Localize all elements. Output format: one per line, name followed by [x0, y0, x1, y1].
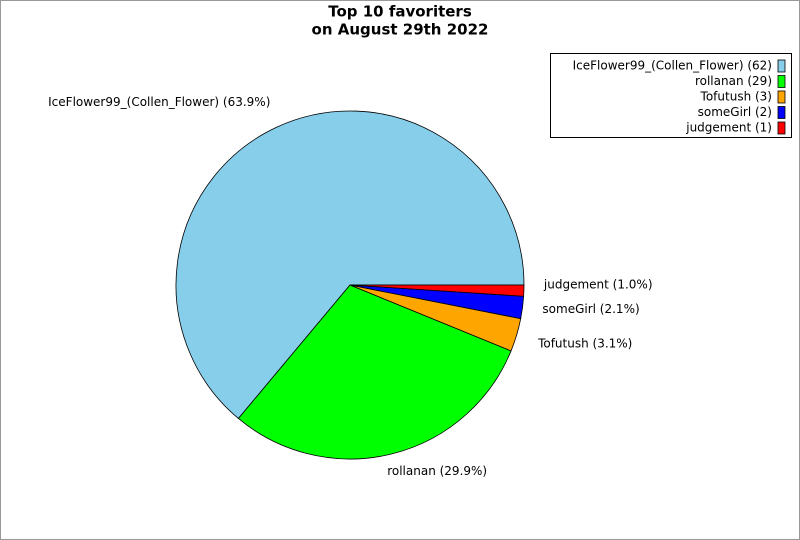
legend-swatch [777, 90, 786, 104]
pie-slice [349, 284, 525, 297]
slice-label: rollanan (29.9%) [387, 464, 487, 478]
chart-title: Top 10 favoriters [328, 3, 472, 21]
pie-slice [175, 110, 525, 420]
slice-label: IceFlower99_(Collen_Flower) (63.9%) [48, 95, 270, 109]
legend-label: Tofutush (3) [700, 90, 772, 104]
slice-label: judgement (1.0%) [543, 278, 653, 292]
legend-label: judgement (1) [685, 121, 772, 135]
slice-label: Tofutush (3.1%) [537, 337, 632, 351]
legend-label: someGirl (2) [698, 105, 772, 119]
legend-label: rollanan (29) [695, 74, 772, 88]
legend-swatch [777, 75, 786, 88]
legend-box [550, 53, 792, 138]
slice-label: someGirl (2.1%) [542, 302, 639, 316]
legend-swatch [777, 59, 786, 73]
legend-swatch [777, 121, 786, 135]
pie-slice [237, 284, 512, 460]
chart-subtitle: on August 29th 2022 [312, 21, 489, 39]
legend-label: IceFlower99_(Collen_Flower) (62) [573, 59, 772, 73]
legend-swatch [777, 106, 786, 119]
